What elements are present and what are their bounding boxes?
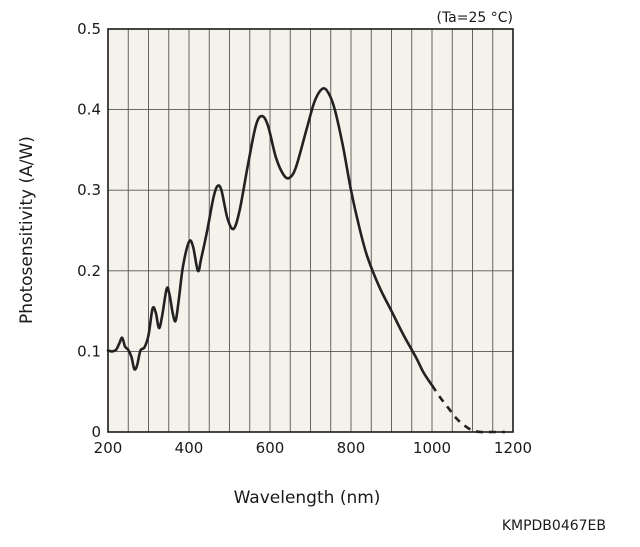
- y-tick-label: 0.2: [77, 262, 101, 280]
- series-line-solid: [106, 87, 434, 387]
- y-tick-label: 0.5: [77, 20, 101, 38]
- y-tick-label: 0.3: [77, 181, 101, 199]
- y-tick-label: 0.1: [77, 342, 101, 360]
- grid: [108, 29, 513, 432]
- y-axis-label: Photosensitivity (A/W): [17, 136, 37, 324]
- x-tick-label: 200: [94, 439, 123, 457]
- x-tick-label: 400: [175, 439, 204, 457]
- plot-frame: [107, 28, 514, 433]
- y-axis-ticks: 0 0.1 0.2 0.3 0.4 0.5: [77, 20, 101, 441]
- series-layer: [106, 87, 505, 434]
- document-code: KMPDB0467EB: [502, 518, 606, 534]
- y-tick-label: 0.4: [77, 101, 101, 119]
- x-axis-label: Wavelength (nm): [234, 488, 381, 508]
- x-tick-label: 1200: [494, 439, 532, 457]
- condition-label: (Ta=25 °C): [436, 10, 513, 26]
- x-axis-ticks: 200 400 600 800 1000 1200: [94, 439, 532, 457]
- x-tick-label: 1000: [413, 439, 451, 457]
- series-line-dashed: [430, 384, 505, 434]
- y-tick-label: 0: [91, 423, 101, 441]
- x-tick-label: 800: [337, 439, 366, 457]
- x-tick-label: 600: [256, 439, 285, 457]
